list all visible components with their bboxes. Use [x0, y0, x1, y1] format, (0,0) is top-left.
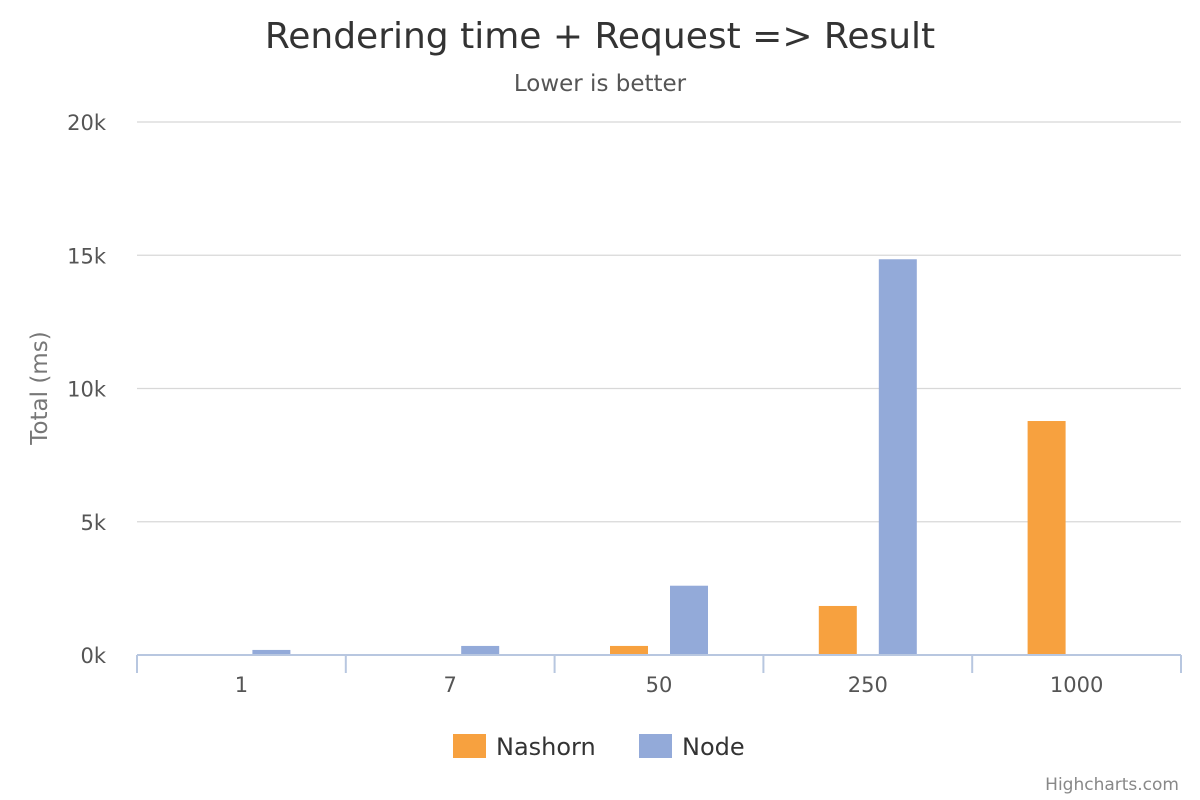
- credits-link[interactable]: Highcharts.com: [1045, 775, 1179, 795]
- y-axis-ticks: 0k 5k 10k 15k 20k: [67, 111, 107, 668]
- bar-node-7[interactable]: [461, 645, 500, 655]
- y-tick-label: 0k: [80, 644, 106, 668]
- bar-nashorn-250[interactable]: [818, 605, 857, 655]
- legend-swatch: [453, 734, 486, 758]
- y-tick-label: 20k: [67, 111, 107, 135]
- y-tick-label: 5k: [80, 511, 106, 535]
- x-tick-label: 7: [444, 673, 457, 697]
- grid-lines: [137, 121, 1181, 523]
- bar-node-50[interactable]: [670, 585, 708, 655]
- bar-node-250[interactable]: [878, 259, 917, 655]
- bar-node-1[interactable]: [252, 649, 291, 655]
- legend-swatch: [639, 734, 672, 758]
- x-tick-label: 1000: [1050, 673, 1103, 697]
- legend-item-node[interactable]: Node: [639, 733, 745, 761]
- x-axis: 1 7 50 250 1000: [136, 654, 1182, 697]
- x-tick-label: 50: [646, 673, 673, 697]
- bar-nashorn-1000[interactable]: [1027, 421, 1066, 655]
- bar-nashorn-50[interactable]: [610, 645, 648, 655]
- x-tick-label: 1: [235, 673, 248, 697]
- legend-label: Node: [682, 733, 745, 761]
- chart-subtitle: Lower is better: [514, 71, 687, 97]
- chart-title: Rendering time + Request => Result: [265, 16, 935, 57]
- x-tick-label: 250: [848, 673, 888, 697]
- legend-item-nashorn[interactable]: Nashorn: [453, 733, 596, 761]
- bars: [252, 259, 1066, 655]
- y-axis-title: Total (ms): [27, 331, 53, 445]
- legend: Nashorn Node: [453, 733, 745, 761]
- legend-label: Nashorn: [496, 733, 596, 761]
- y-tick-label: 10k: [67, 378, 107, 402]
- y-tick-label: 15k: [67, 244, 107, 268]
